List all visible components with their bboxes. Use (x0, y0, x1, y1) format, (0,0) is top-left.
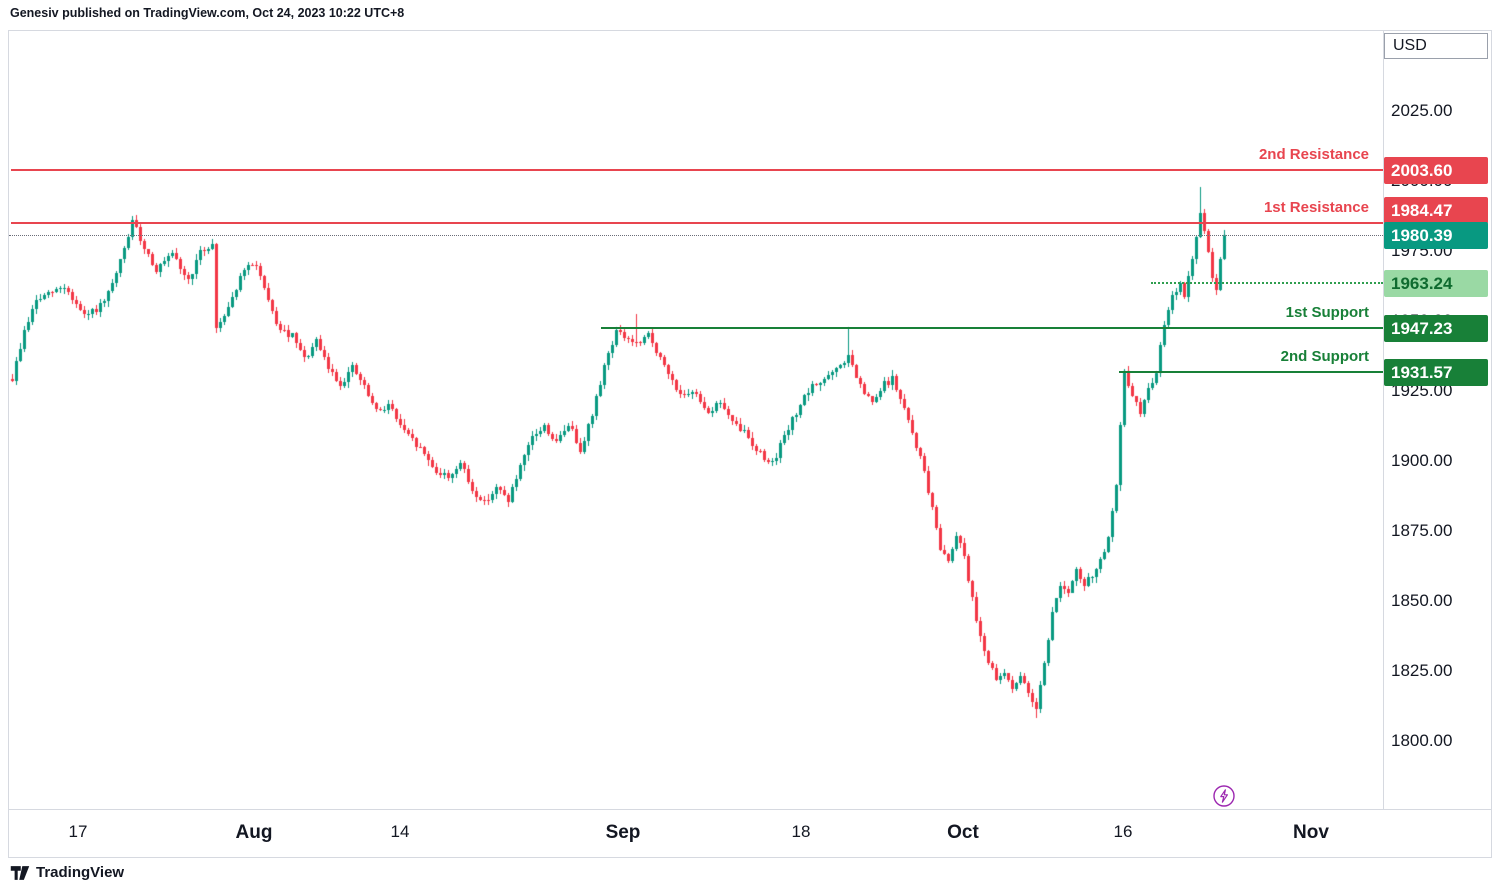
first-resistance-line[interactable] (11, 222, 1383, 224)
price-tick-label: 1900.00 (1391, 451, 1453, 470)
attribution-text: Genesiv published on TradingView.com, Oc… (10, 6, 405, 20)
second-resistance-price-badge: 2003.60 (1384, 157, 1488, 184)
time-axis-label: Oct (947, 822, 979, 843)
time-axis[interactable]: 17 Aug 14 Sep 18 Oct 16 Nov (9, 809, 1491, 858)
second-resistance-line[interactable] (11, 169, 1383, 171)
time-axis-label: 18 (791, 822, 811, 841)
price-tick-label: 1850.00 (1391, 591, 1453, 610)
second-support-price-badge: 1931.57 (1384, 359, 1488, 386)
time-axis-label: Aug (235, 822, 273, 843)
first-support-line[interactable] (601, 327, 1383, 329)
time-axis-label: Nov (1293, 822, 1329, 843)
price-axis[interactable]: USD 2025.002000.001975.001950.001925.001… (1383, 31, 1491, 809)
time-axis-label: Sep (605, 822, 641, 843)
price-tick-label: 1875.00 (1391, 521, 1453, 540)
tradingview-watermark[interactable]: TradingView (10, 864, 124, 881)
lightning-event-icon[interactable] (1213, 785, 1235, 807)
minor-level-price-badge: 1963.24 (1384, 270, 1488, 297)
time-axis-label: 16 (1113, 822, 1133, 841)
minor-level-line[interactable] (1151, 282, 1383, 284)
chart-frame: 2nd Resistance 1st Resistance 1st Suppor… (8, 30, 1492, 858)
price-tick-label: 1825.00 (1391, 661, 1453, 680)
second-resistance-label[interactable]: 2nd Resistance (1258, 146, 1369, 163)
plot-area[interactable]: 2nd Resistance 1st Resistance 1st Suppor… (9, 31, 1383, 809)
current-price-line (9, 235, 1383, 236)
price-tick-label: 2025.00 (1391, 101, 1453, 120)
first-support-price-badge: 1947.23 (1384, 315, 1488, 342)
time-axis-label: 17 (68, 822, 88, 841)
candlestick-canvas[interactable] (9, 31, 1383, 809)
second-support-label[interactable]: 2nd Support (1280, 348, 1369, 365)
currency-selector[interactable]: USD (1384, 33, 1488, 59)
price-tick-label: 1800.00 (1391, 731, 1453, 750)
first-resistance-price-badge: 1984.47 (1384, 197, 1488, 224)
first-resistance-label[interactable]: 1st Resistance (1263, 199, 1369, 216)
first-support-label[interactable]: 1st Support (1285, 304, 1369, 321)
tradingview-watermark-label: TradingView (36, 864, 125, 881)
tradingview-logo-icon (10, 865, 30, 880)
current-price-badge: 1980.39 (1384, 222, 1488, 249)
second-support-line[interactable] (1119, 371, 1383, 373)
time-axis-label: 14 (390, 822, 410, 841)
